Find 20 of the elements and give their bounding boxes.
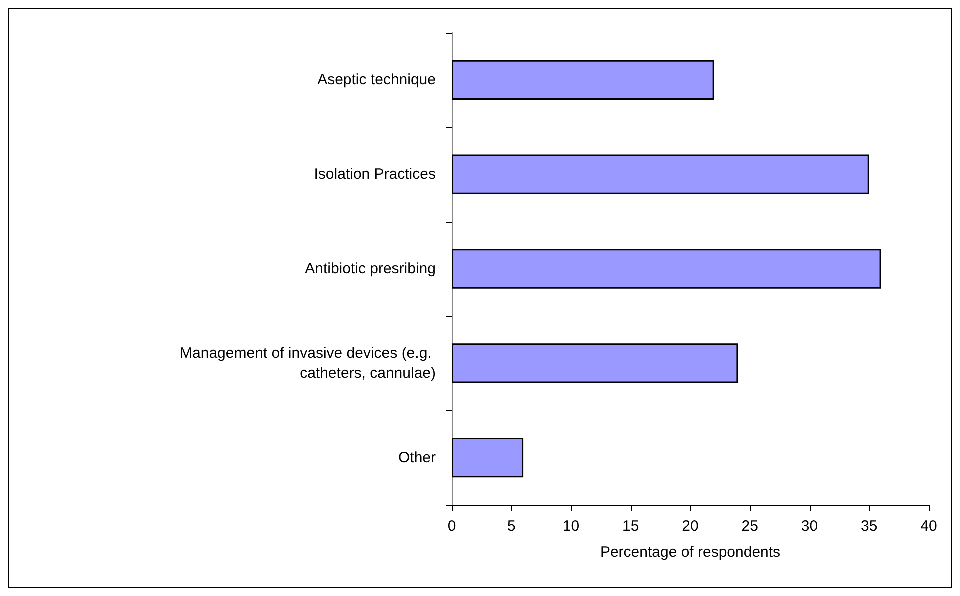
x-tick-label: 25 bbox=[742, 518, 758, 535]
x-tick-label: 10 bbox=[562, 518, 580, 535]
x-tick-label: 30 bbox=[801, 518, 818, 535]
x-tick-label: 15 bbox=[622, 518, 640, 535]
bar bbox=[452, 344, 738, 384]
bar bbox=[452, 438, 524, 478]
y-tick-label: Management of invasive devices (e.g. catheters, cannulae) bbox=[180, 344, 436, 382]
x-tick-label: 40 bbox=[920, 518, 938, 535]
bar bbox=[452, 154, 870, 194]
y-tick-label: Isolation Practices bbox=[314, 166, 436, 184]
x-tick-label: 35 bbox=[861, 518, 878, 535]
x-tick-label: 0 bbox=[448, 518, 456, 535]
bar bbox=[452, 60, 714, 100]
x-axis-title: Percentage of respondents bbox=[600, 544, 781, 561]
x-tick-label: 5 bbox=[507, 518, 516, 535]
x-tick-label: 20 bbox=[682, 518, 699, 535]
y-tick-label: Aseptic technique bbox=[318, 72, 436, 89]
y-tick-label: Other bbox=[398, 449, 436, 466]
bar bbox=[452, 249, 882, 289]
y-tick-label: Antibiotic presribing bbox=[305, 260, 436, 278]
